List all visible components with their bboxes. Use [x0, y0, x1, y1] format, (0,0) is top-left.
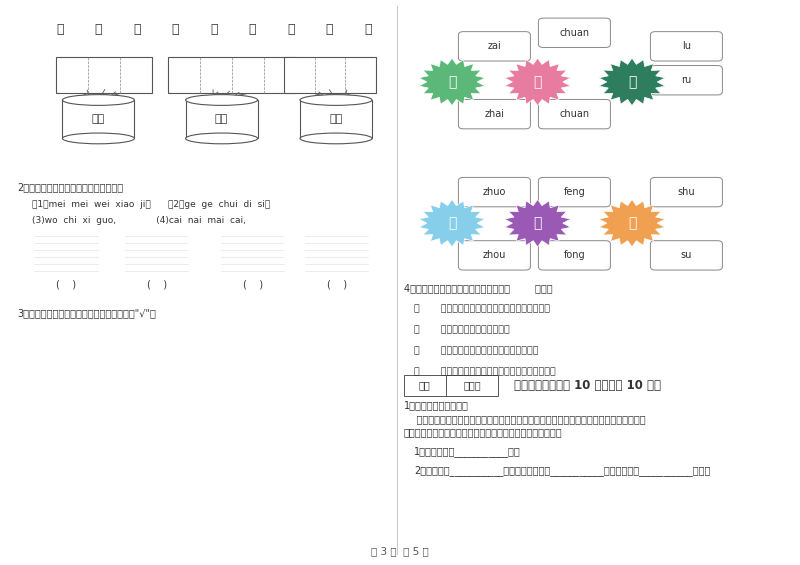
- Text: 目: 目: [134, 23, 141, 37]
- Text: 喇叭。淡黄色的花蕊在风中摇动，就像一群仙女在翩翩起舞。: 喇叭。淡黄色的花蕊在风中摇动，就像一群仙女在翩翩起舞。: [404, 427, 562, 437]
- Text: fong: fong: [563, 250, 586, 260]
- FancyBboxPatch shape: [458, 99, 530, 129]
- Text: 初夏，石榴花开了。远看，那红色的花朵像一簇簇火焰。近看，一朵朵石榴花像一个个小: 初夏，石榴花开了。远看，那红色的花朵像一簇簇火焰。近看，一朵朵石榴花像一个个小: [404, 414, 646, 424]
- Text: 出: 出: [210, 23, 218, 37]
- Circle shape: [430, 207, 474, 239]
- FancyBboxPatch shape: [538, 18, 610, 47]
- Circle shape: [515, 207, 560, 239]
- Text: (    ): ( ): [56, 279, 77, 289]
- Text: 在: 在: [448, 75, 456, 89]
- Text: (    ): ( ): [146, 279, 167, 289]
- Text: 风: 风: [534, 216, 542, 230]
- Text: (    ): ( ): [326, 279, 347, 289]
- Text: 四画: 四画: [215, 114, 228, 124]
- Text: chuan: chuan: [559, 28, 590, 38]
- Text: feng: feng: [563, 187, 586, 197]
- Text: (3)wo  chi  xi  guo,              (4)cai  nai  mai  cai,: (3)wo chi xi guo, (4)cai nai mai cai,: [32, 216, 246, 225]
- Polygon shape: [599, 58, 665, 106]
- Text: 评卷人: 评卷人: [463, 380, 481, 390]
- Text: 三画: 三画: [92, 114, 105, 124]
- FancyBboxPatch shape: [538, 177, 610, 207]
- Text: 树: 树: [628, 216, 636, 230]
- Ellipse shape: [300, 133, 372, 144]
- Text: zhuo: zhuo: [482, 187, 506, 197]
- Text: (    ): ( ): [242, 279, 263, 289]
- Text: 七、阅读题（每题 10 分，共计 10 分）: 七、阅读题（每题 10 分，共计 10 分）: [514, 379, 662, 392]
- Text: 也: 也: [172, 23, 179, 37]
- FancyBboxPatch shape: [168, 56, 296, 93]
- Ellipse shape: [62, 133, 134, 144]
- Text: （       ）下午，我在学校里唱歌、画画、做游戏。: （ ）下午，我在学校里唱歌、画画、做游戏。: [414, 305, 550, 314]
- FancyBboxPatch shape: [458, 177, 530, 207]
- FancyBboxPatch shape: [62, 100, 134, 138]
- FancyBboxPatch shape: [56, 56, 152, 93]
- Circle shape: [515, 66, 560, 98]
- Text: 头: 头: [326, 23, 334, 37]
- FancyBboxPatch shape: [650, 177, 722, 207]
- Ellipse shape: [186, 94, 258, 106]
- FancyBboxPatch shape: [458, 241, 530, 270]
- Text: ru: ru: [682, 75, 691, 85]
- Text: 2、石榴花在___________开放，它的花蕊是___________色的，花朵是___________色的。: 2、石榴花在___________开放，它的花蕊是___________色的，花…: [414, 464, 710, 476]
- Ellipse shape: [186, 133, 258, 144]
- FancyBboxPatch shape: [650, 241, 722, 270]
- Text: 2．排一排，将相应的序号写在括号里。: 2．排一排，将相应的序号写在括号里。: [18, 182, 124, 193]
- Text: zai: zai: [487, 41, 502, 51]
- Polygon shape: [505, 199, 570, 247]
- FancyBboxPatch shape: [538, 99, 610, 129]
- Circle shape: [430, 66, 474, 98]
- Text: （1）mei  mei  wei  xiao  ji，      （2）ge  ge  chui  di  si，: （1）mei mei wei xiao ji， （2）ge ge chui di…: [32, 200, 270, 209]
- Text: （       ）早上，我吃过早饭上学。: （ ）早上，我吃过早饭上学。: [414, 325, 510, 334]
- Text: 公: 公: [249, 23, 256, 37]
- Text: shu: shu: [678, 187, 695, 197]
- Text: zhai: zhai: [485, 109, 504, 119]
- Text: 船: 船: [534, 75, 542, 89]
- Text: 入: 入: [628, 75, 636, 89]
- Text: 摆: 摆: [448, 216, 456, 230]
- Text: 无: 无: [94, 23, 102, 37]
- Text: （       ）学校里一天的学习生活真让人高兴！: （ ）学校里一天的学习生活真让人高兴！: [414, 346, 539, 355]
- Circle shape: [610, 207, 654, 239]
- Polygon shape: [505, 58, 570, 106]
- Text: 五画: 五画: [330, 114, 342, 124]
- FancyBboxPatch shape: [186, 100, 258, 138]
- Text: 1、这段话共有___________句。: 1、这段话共有___________句。: [414, 446, 521, 458]
- Text: zhou: zhou: [482, 250, 506, 260]
- Text: su: su: [681, 250, 692, 260]
- Text: 1．阅读一下，做一做。: 1．阅读一下，做一做。: [404, 401, 469, 411]
- Text: （       ）到了学校，老师教我写字、数数、学文化。: （ ）到了学校，老师教我写字、数数、学文化。: [414, 367, 556, 376]
- Text: chuan: chuan: [559, 109, 590, 119]
- FancyBboxPatch shape: [538, 241, 610, 270]
- Text: 4．按时间顺序排列句子，把序号写在（        ）里。: 4．按时间顺序排列句子，把序号写在（ ）里。: [404, 283, 553, 293]
- FancyBboxPatch shape: [404, 375, 498, 396]
- Text: 子: 子: [56, 23, 64, 37]
- Text: lu: lu: [682, 41, 691, 51]
- FancyBboxPatch shape: [650, 66, 722, 95]
- Polygon shape: [419, 58, 485, 106]
- FancyBboxPatch shape: [458, 32, 530, 61]
- FancyBboxPatch shape: [300, 100, 372, 138]
- Text: 3．我能给花心上的字找到正确的读音，打上"√"。: 3．我能给花心上的字找到正确的读音，打上"√"。: [18, 308, 157, 319]
- Ellipse shape: [300, 94, 372, 106]
- FancyBboxPatch shape: [650, 32, 722, 61]
- Text: 第 3 页  共 5 页: 第 3 页 共 5 页: [371, 546, 429, 556]
- Circle shape: [610, 66, 654, 98]
- Polygon shape: [419, 199, 485, 247]
- Text: 马: 马: [364, 23, 372, 37]
- Ellipse shape: [62, 94, 134, 106]
- Polygon shape: [599, 199, 665, 247]
- Text: 长: 长: [287, 23, 294, 37]
- Text: 得分: 得分: [419, 380, 430, 390]
- FancyBboxPatch shape: [284, 56, 376, 93]
